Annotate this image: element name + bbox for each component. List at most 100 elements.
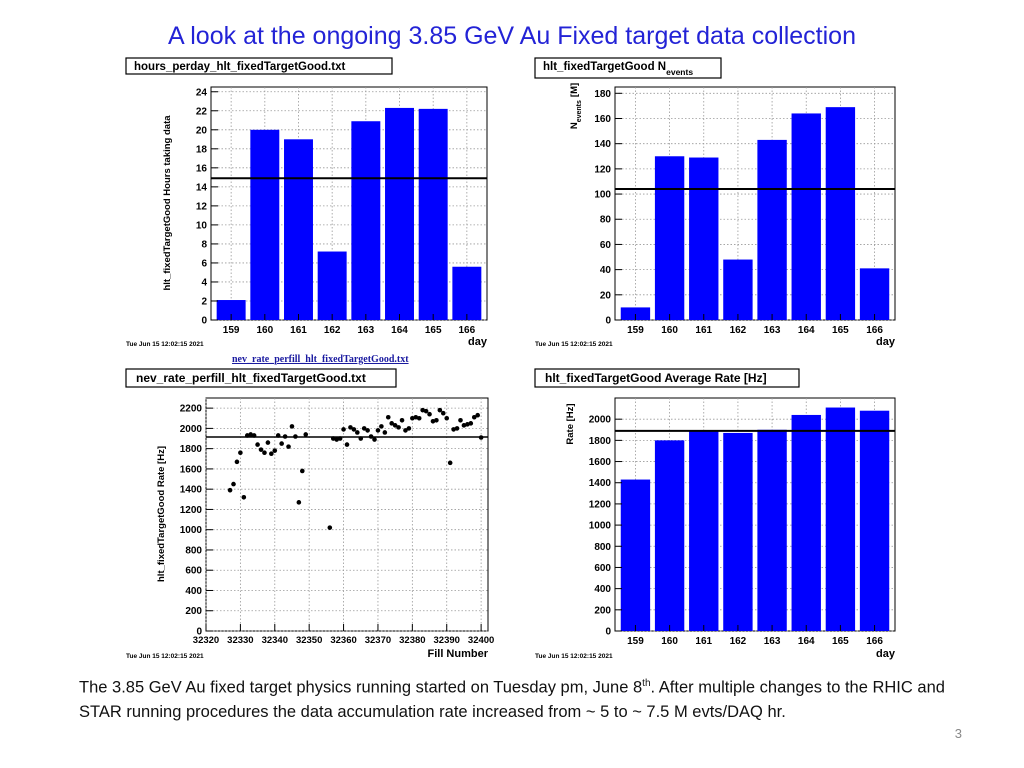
data-point xyxy=(238,450,243,456)
x-tick-label: 32320 xyxy=(193,635,219,646)
x-tick-label: 163 xyxy=(764,325,781,336)
x-tick-label: 32370 xyxy=(365,635,391,646)
y-tick-label: 400 xyxy=(594,584,611,595)
bar-165 xyxy=(418,108,448,320)
x-tick-label: 160 xyxy=(661,325,678,336)
bar-160 xyxy=(654,156,685,320)
x-tick-label: 163 xyxy=(357,325,374,336)
chart-title: hours_perday_hlt_fixedTargetGood.txt xyxy=(134,61,345,73)
bar-166 xyxy=(859,268,890,320)
bar-164 xyxy=(385,107,414,320)
y-tick-label: 200 xyxy=(594,605,611,616)
chart-title-box xyxy=(534,57,722,79)
plot-frame xyxy=(205,397,489,632)
x-tick-label: 162 xyxy=(730,636,747,647)
chart-rate-per-fill: nev_rate_perfill_hlt_fixedTargetGood.txt… xyxy=(122,367,496,663)
bar-162 xyxy=(317,251,347,320)
y-tick-label: 80 xyxy=(600,215,612,226)
slide-caption: The 3.85 GeV Au fixed target physics run… xyxy=(79,672,979,724)
data-point xyxy=(361,426,367,431)
y-tick-label: 1600 xyxy=(589,457,612,468)
x-tick-label: 32390 xyxy=(434,635,460,646)
data-point xyxy=(269,451,274,457)
x-axis-label: day xyxy=(876,648,896,660)
data-point xyxy=(275,433,281,438)
y-axis-label-main: N xyxy=(569,122,580,129)
x-axis-label: day xyxy=(876,336,896,348)
y-tick-label: 20 xyxy=(196,125,208,136)
x-tick-label: 165 xyxy=(425,325,442,336)
y-tick-label: 0 xyxy=(605,316,611,327)
bars xyxy=(620,107,890,320)
chart-title: nev_rate_perfill_hlt_fixedTargetGood.txt xyxy=(136,371,366,385)
y-tick-label: 1800 xyxy=(180,444,203,455)
caption-sup: th xyxy=(642,678,651,689)
x-tick-label: 32330 xyxy=(227,635,253,646)
chart-title-main: hlt_fixedTargetGood N xyxy=(543,61,666,73)
data-point xyxy=(355,430,360,435)
data-point xyxy=(327,525,333,530)
data-point xyxy=(403,428,408,433)
bar-165 xyxy=(825,407,856,631)
data-point xyxy=(286,444,291,449)
chart-hours-per-day-svg: hours_perday_hlt_fixedTargetGood.txt 024… xyxy=(125,57,488,348)
y-tick-label: 18 xyxy=(196,144,208,155)
x-ticks: 159 160 161 162 163 164 165 166 xyxy=(223,314,476,336)
x-tick-label: 165 xyxy=(832,636,849,647)
bars xyxy=(620,407,890,631)
data-point xyxy=(251,433,257,438)
y-tick-label: 1000 xyxy=(180,525,203,536)
hyperlink-caption[interactable]: nev_rate_perfill_hlt_fixedTargetGood.txt xyxy=(232,354,409,365)
data-point xyxy=(289,424,295,429)
x-ticks: 159 160 161 162 163 164 165 166 xyxy=(627,625,883,647)
data-point xyxy=(444,415,450,421)
x-tick-label: 32340 xyxy=(262,635,288,646)
y-tick-label: 0 xyxy=(196,627,202,638)
data-point xyxy=(265,440,271,445)
y-tick-label: 0 xyxy=(201,316,207,327)
bar-165 xyxy=(825,107,856,320)
data-point xyxy=(389,421,395,426)
x-tick-label: 159 xyxy=(627,325,644,336)
x-tick-label: 164 xyxy=(391,325,408,336)
y-tick-label: 600 xyxy=(594,563,611,574)
y-ticks: 0 200 400 600 800 1000 1200 1400 1600 1800 2000 xyxy=(589,415,622,638)
bar-160 xyxy=(654,440,685,631)
y-tick-label: 200 xyxy=(185,606,202,617)
data-point xyxy=(396,425,401,430)
bar-164 xyxy=(791,414,821,631)
data-point xyxy=(348,425,353,430)
x-tick-label: 32350 xyxy=(296,635,322,646)
x-tick-label: 165 xyxy=(832,325,849,336)
x-ticks: 159 160 161 162 163 164 165 166 xyxy=(627,314,883,336)
data-point xyxy=(303,432,309,437)
bar-162 xyxy=(723,432,753,631)
y-tick-label: 60 xyxy=(600,240,612,251)
x-tick-label: 161 xyxy=(695,325,712,336)
chart-title-box xyxy=(125,368,397,388)
y-tick-label: 16 xyxy=(196,163,208,174)
timestamp: Tue Jun 15 12:02:15 2021 xyxy=(126,341,204,348)
data-point xyxy=(447,460,453,466)
data-point xyxy=(475,412,480,418)
x-tick-label: 166 xyxy=(459,325,476,336)
bar-161 xyxy=(689,157,719,320)
data-point xyxy=(279,441,284,446)
x-tick-label: 162 xyxy=(730,325,747,336)
x-ticks: 32320 32330 32340 32350 32360 32370 32380 32390… xyxy=(193,624,494,646)
chart-average-rate: hlt_fixedTargetGood Average Rate [Hz] 0 2… xyxy=(531,367,909,663)
y-tick-label: 2000 xyxy=(589,415,612,426)
y-tick-label: 1400 xyxy=(589,478,612,489)
data-point xyxy=(437,407,443,413)
x-tick-label: 163 xyxy=(764,636,781,647)
data-point xyxy=(458,417,463,423)
y-tick-label: 400 xyxy=(185,586,202,597)
data-point xyxy=(231,481,236,487)
y-tick-label: 2 xyxy=(201,296,207,307)
y-axis-label-unit: [M] xyxy=(569,83,580,97)
bar-159 xyxy=(620,307,651,320)
data-point xyxy=(385,414,391,420)
data-point xyxy=(372,437,377,442)
data-point xyxy=(427,411,432,417)
y-axis-label: hlt_fixedTargetGood Rate [Hz] xyxy=(156,446,167,582)
